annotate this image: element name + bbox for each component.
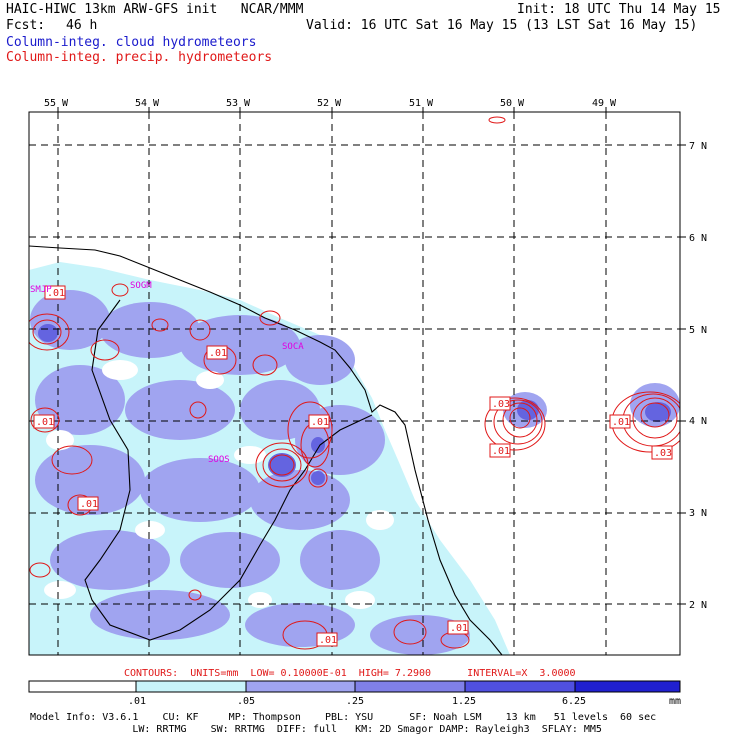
colorbar-tick: .01 (128, 696, 146, 707)
lat-label-4n: 4 N (689, 416, 707, 427)
lon-label-52w: 52 W (317, 98, 342, 109)
contour-label: .03 (654, 448, 672, 459)
colorbar-tick: .05 (237, 696, 255, 707)
model-info-line1: Model Info: V3.6.1 CU: KF MP: Thompson P… (30, 712, 657, 723)
colorbar-tick: 6.25 (562, 696, 586, 707)
colorbar (28, 680, 681, 693)
lon-ticks (57, 107, 607, 112)
contour-label: .01 (36, 417, 54, 428)
station-label: SOOS (208, 455, 230, 465)
contour-label: .01 (47, 288, 65, 299)
lon-label-53w: 53 W (226, 98, 251, 109)
valid-time: Valid: 16 UTC Sat 16 May 15 (13 LST Sat … (306, 18, 698, 33)
contour-labels: .01 .01 .01 .01 .01 .03 .01 .01 .03 .01 … (33, 285, 673, 647)
field-cloud-label: Column-integ. cloud hydrometeors (6, 35, 257, 50)
map-frame (28, 111, 681, 656)
colorbar-tick: 1.25 (452, 696, 476, 707)
colorbar-ticks: .01 .05 .25 1.25 6.25 mm (128, 696, 681, 707)
lon-label-54w: 54 W (135, 98, 160, 109)
colorbar-tick: .25 (346, 696, 364, 707)
forecast-label: Fcst: (6, 18, 46, 33)
contour-label: .01 (492, 446, 510, 457)
field-precip-label: Column-integ. precip. hydrometeors (6, 50, 273, 65)
lon-label-51w: 51 W (409, 98, 434, 109)
lon-label-49w: 49 W (592, 98, 617, 109)
lat-label-5n: 5 N (689, 325, 707, 336)
lat-lon-grid (29, 112, 680, 655)
contour-label: .01 (311, 417, 329, 428)
lat-label-2n: 2 N (689, 600, 707, 611)
station-label: SOGM (130, 281, 152, 291)
lat-label-3n: 3 N (689, 508, 707, 519)
station-label: SMJP (30, 285, 52, 295)
contour-label: .01 (319, 635, 337, 646)
cloud-gaps (44, 360, 394, 609)
lon-label-55w: 55 W (44, 98, 69, 109)
init-time: Init: 18 UTC Thu 14 May 15 (517, 2, 721, 17)
coastline (29, 245, 503, 655)
colorbar-unit: mm (669, 696, 681, 707)
lon-label-50w: 50 W (500, 98, 525, 109)
contour-label: .03 (492, 399, 510, 410)
station-labels: SMJP SOGM SOCA SOOS (30, 281, 304, 465)
header-title: HAIC-HIWC 13km ARW-GFS init NCAR/MMM (6, 2, 304, 17)
model-info-line2: LW: RRTMG SW: RRTMG DIFF: full KM: 2D Sm… (30, 724, 602, 735)
contour-label: .01 (612, 417, 630, 428)
lat-label-6n: 6 N (689, 233, 707, 244)
lat-ticks (680, 144, 686, 605)
contour-label: .01 (450, 623, 468, 634)
station-label: SOCA (282, 342, 304, 352)
contours-info: CONTOURS: UNITS=mm LOW= 0.10000E-01 HIGH… (124, 668, 576, 679)
lat-label-7n: 7 N (689, 141, 707, 152)
forecast-hours: 46 h (66, 18, 98, 33)
contour-label: .01 (80, 499, 98, 510)
contour-label: .01 (209, 348, 227, 359)
